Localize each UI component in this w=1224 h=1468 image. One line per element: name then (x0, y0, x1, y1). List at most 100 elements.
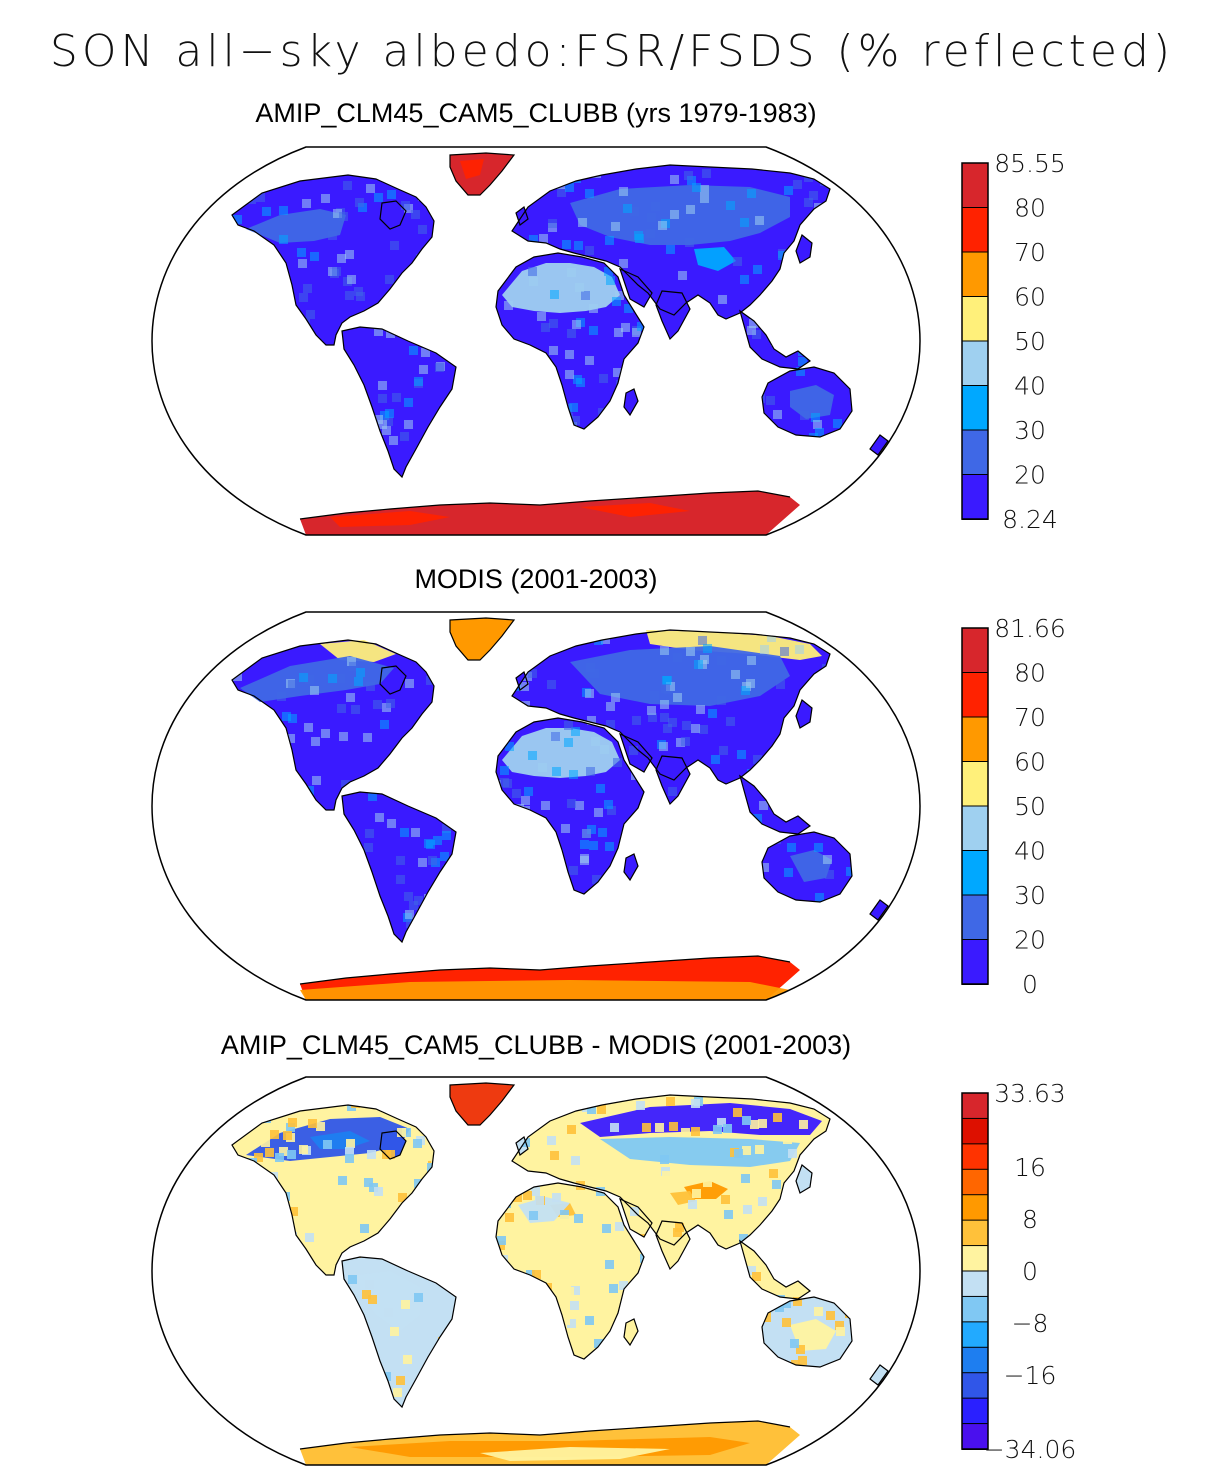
grid-cell (605, 236, 614, 245)
grid-cell (526, 1270, 535, 1279)
grid-cell (420, 921, 429, 930)
grid-cell (742, 1146, 751, 1155)
grid-cell (247, 1172, 256, 1181)
grid-cell (613, 1165, 622, 1174)
grid-cell (327, 1201, 336, 1210)
grid-cell (349, 662, 358, 671)
grid-cell (463, 758, 472, 767)
coast-nz (869, 1364, 889, 1386)
grid-cell (515, 380, 524, 389)
grid-cell (569, 866, 578, 875)
grid-cell (735, 411, 744, 420)
grid-cell (503, 1386, 512, 1395)
grid-cell (668, 787, 677, 796)
grid-cell (585, 689, 594, 698)
grid-cell (235, 913, 244, 922)
grid-cell (233, 1199, 242, 1208)
grid-cell (758, 1119, 767, 1128)
grid-cell (404, 398, 413, 407)
grid-cell (551, 1346, 560, 1355)
grid-cell (277, 692, 286, 701)
grid-cell (624, 1293, 633, 1302)
grid-cell (711, 392, 720, 401)
grid-cell (261, 1358, 270, 1367)
grid-cell (455, 438, 464, 447)
grid-cell (362, 1352, 371, 1361)
panel-3-colorbar: 33.63 16 8 0 −8 −16 −34.06 (961, 1079, 1076, 1464)
grid-cell (635, 234, 644, 243)
grid-cell (323, 1140, 332, 1149)
grid-cell (452, 259, 461, 268)
grid-cell (374, 193, 383, 202)
grid-cell (521, 796, 530, 805)
grid-cell (536, 169, 545, 178)
grid-cell (254, 1153, 263, 1162)
grid-cell (489, 198, 498, 207)
grid-cell (717, 696, 726, 705)
grid-cell (614, 455, 623, 464)
grid-cell (235, 397, 244, 406)
colorbar-swatch (961, 1346, 989, 1374)
grid-cell (334, 1289, 343, 1298)
grid-cell (597, 1105, 606, 1114)
colorbar-tick-label: 20 (1014, 926, 1046, 955)
coast-greenland (449, 152, 516, 196)
grid-cell (831, 656, 840, 665)
grid-cell (258, 1234, 267, 1243)
grid-cell (470, 890, 479, 899)
grid-cell (396, 856, 405, 865)
coast-namerica (231, 1104, 435, 1276)
grid-cell (528, 850, 537, 859)
grid-cell (432, 655, 441, 664)
grid-cell (404, 1210, 413, 1219)
grid-cell (550, 1151, 559, 1160)
grid-cell (688, 1360, 697, 1369)
grid-cell (575, 801, 584, 810)
grid-cell (517, 903, 526, 912)
grid-cell (805, 302, 814, 311)
grid-cell (241, 1334, 250, 1343)
grid-cell (390, 1327, 399, 1336)
coast-india (655, 1220, 691, 1271)
panel-2-title: MODIS (2001-2003) (414, 564, 658, 594)
grid-cell (604, 800, 613, 809)
grid-cell (815, 1212, 824, 1221)
grid-cell (596, 784, 605, 793)
grid-cell (497, 1236, 506, 1245)
grid-cell (259, 809, 268, 818)
colorbar-swatch (961, 162, 989, 209)
grid-cell (401, 1300, 410, 1309)
grid-cell (548, 219, 557, 228)
grid-cell (271, 842, 280, 851)
coast-seasia (738, 1239, 812, 1300)
grid-cell (273, 775, 282, 784)
grid-cell (491, 214, 500, 223)
grid-cell (647, 875, 656, 884)
grid-cell (747, 189, 756, 198)
grid-cell (606, 702, 615, 711)
grid-cell (706, 330, 715, 339)
grid-cell (480, 1194, 489, 1203)
grid-cell (494, 1261, 503, 1270)
grid-cell (529, 235, 538, 244)
grid-cell (277, 821, 286, 830)
grid-cell (686, 205, 695, 214)
grid-cell (404, 648, 413, 657)
grid-cell (613, 368, 622, 377)
grid-cell (787, 843, 796, 852)
grid-cell (784, 186, 793, 195)
grid-cell (833, 419, 842, 428)
grid-cell (326, 428, 335, 437)
grid-cell (261, 375, 270, 384)
grid-cell (274, 745, 283, 754)
map-boundary (151, 146, 921, 536)
land-antarctica (300, 491, 800, 535)
grid-cell (464, 1225, 473, 1234)
grid-cell (714, 1262, 723, 1271)
grid-cell (563, 166, 572, 175)
grid-cell (386, 321, 395, 330)
grid-cell (691, 1099, 700, 1108)
grid-cell (808, 1269, 817, 1278)
coast-africa (495, 252, 645, 430)
colorbar-tick-label: 50 (1014, 327, 1046, 356)
